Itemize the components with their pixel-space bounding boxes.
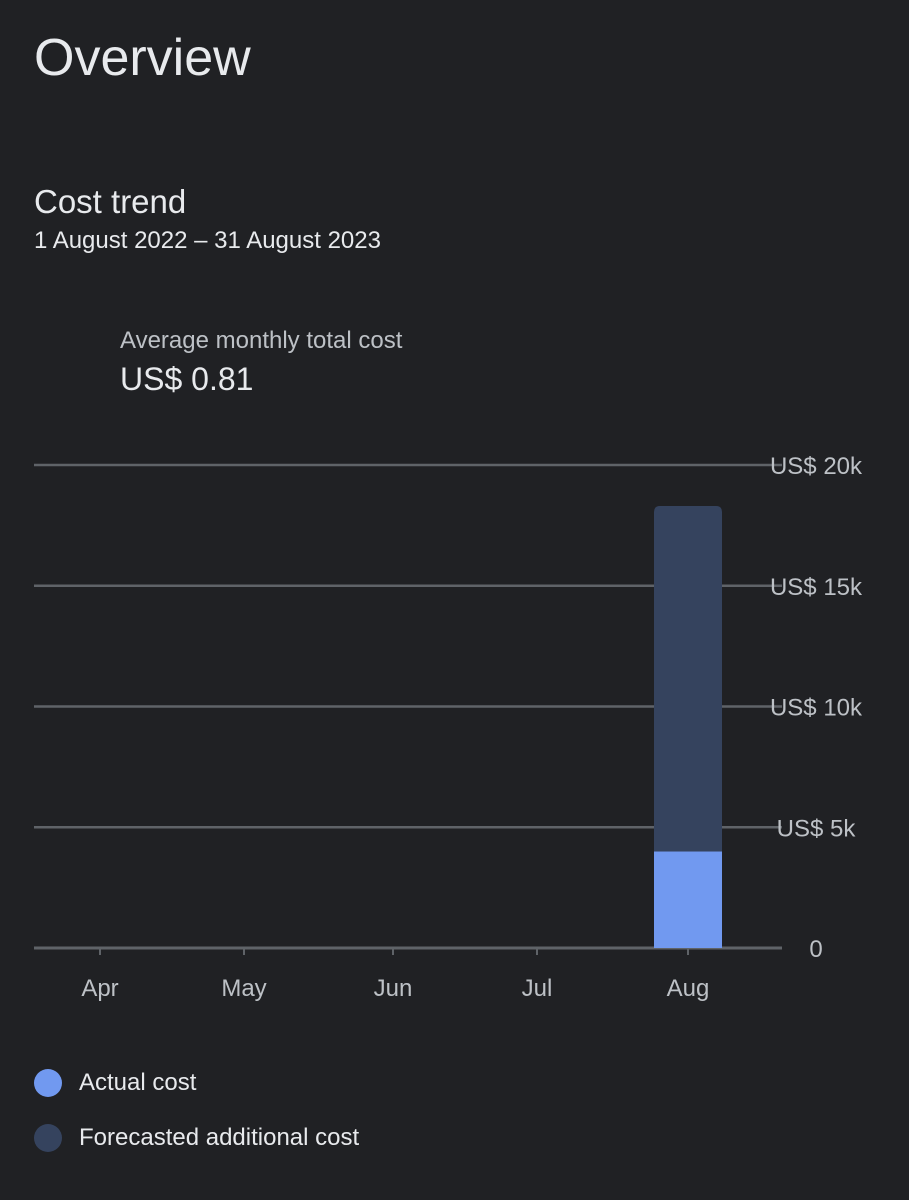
- average-cost-value: US$ 0.81: [120, 361, 254, 397]
- x-tick-label: Aug: [667, 975, 710, 1002]
- cost-trend-chart: 0 US$ 5k US$ 10k US$ 15k US$ 20k Apr May Jun Jul…: [34, 453, 863, 1002]
- y-tick-label: 0: [809, 936, 822, 963]
- bar-forecast-aug: [654, 506, 722, 852]
- x-tick-label: Jul: [522, 975, 553, 1002]
- page-title: Overview: [34, 29, 251, 87]
- x-tick-label: Jun: [374, 975, 413, 1002]
- x-tick-label: Apr: [81, 975, 118, 1002]
- y-tick-label: US$ 10k: [770, 695, 863, 722]
- y-tick-label: US$ 15k: [770, 574, 863, 601]
- legend-item-forecast[interactable]: Forecasted additional cost: [34, 1117, 359, 1159]
- legend-label-forecast: Forecasted additional cost: [79, 1124, 360, 1151]
- chart-legend: Actual cost Forecasted additional cost: [34, 1062, 359, 1172]
- average-cost-label: Average monthly total cost: [120, 327, 403, 354]
- legend-dot-forecast: [34, 1124, 62, 1152]
- bar-actual-aug: [654, 851, 722, 948]
- x-tick-label: May: [221, 975, 266, 1002]
- section-title: Cost trend: [34, 183, 187, 220]
- legend-dot-actual: [34, 1069, 62, 1097]
- y-tick-label: US$ 5k: [777, 815, 857, 842]
- date-range: 1 August 2022 – 31 August 2023: [34, 227, 381, 254]
- legend-item-actual[interactable]: Actual cost: [34, 1062, 359, 1104]
- y-tick-label: US$ 20k: [770, 453, 863, 480]
- legend-label-actual: Actual cost: [79, 1069, 197, 1096]
